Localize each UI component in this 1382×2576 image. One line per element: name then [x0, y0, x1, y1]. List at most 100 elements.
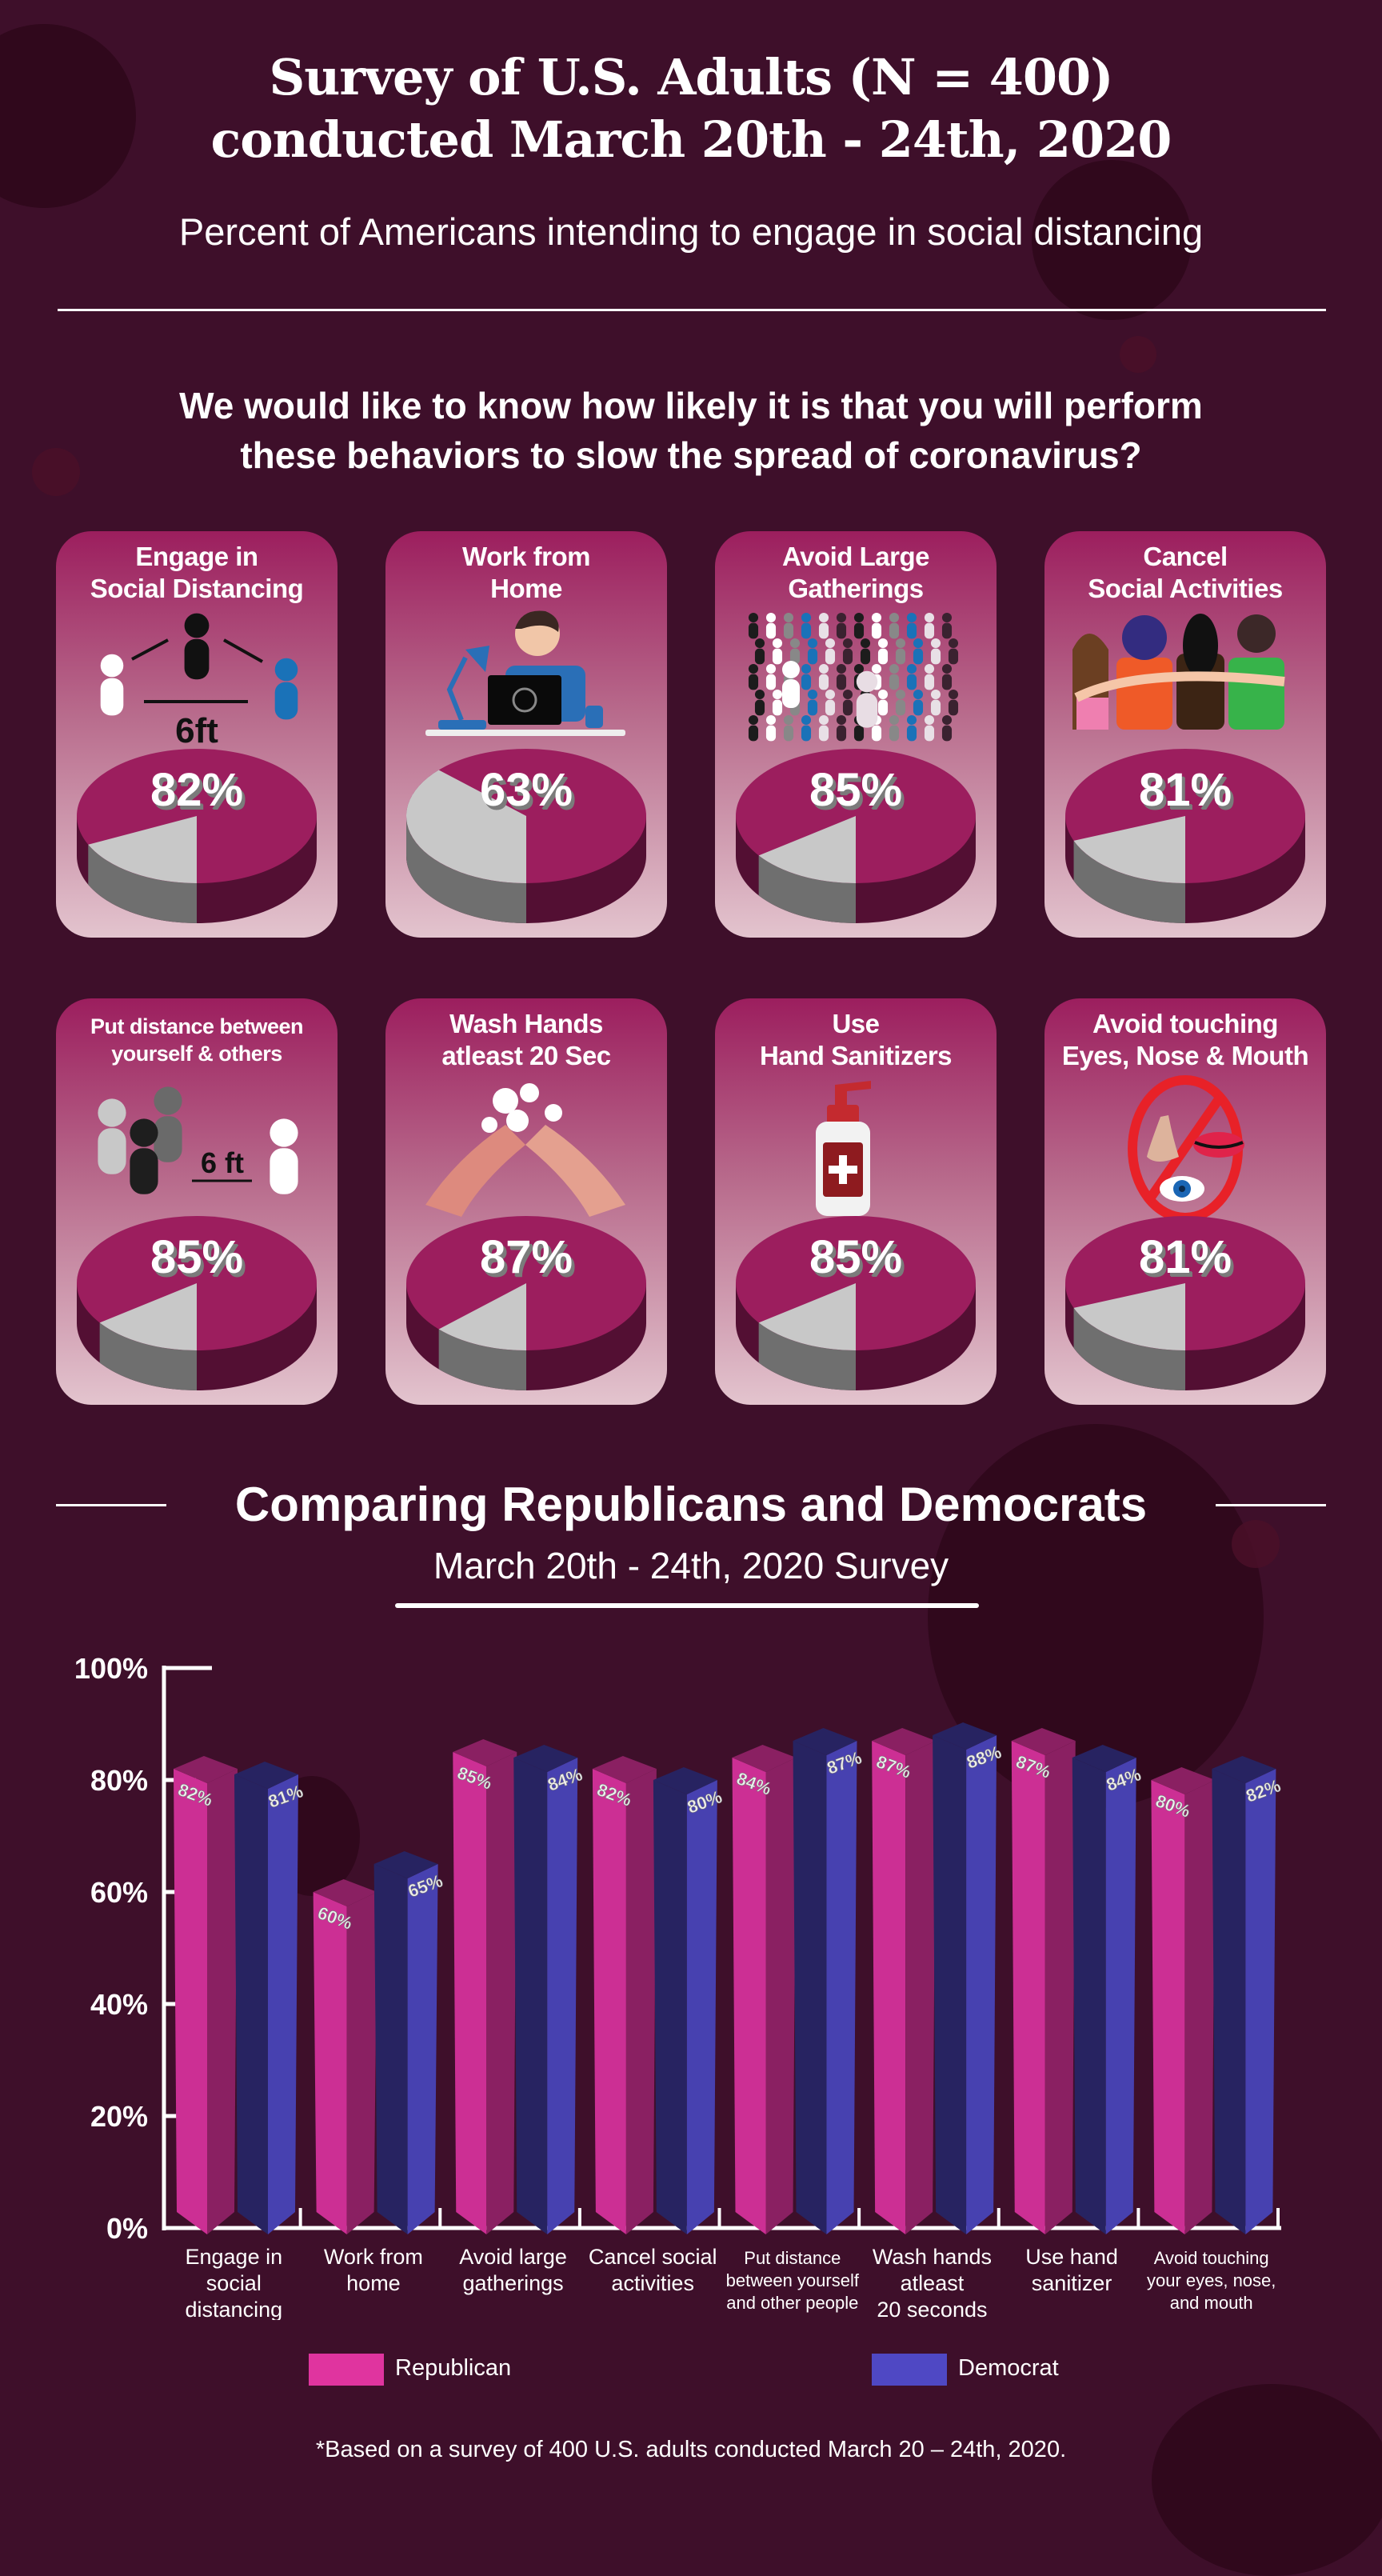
person-figure: [818, 663, 829, 690]
subtitle: Percent of Americans intending to engage…: [178, 210, 1204, 253]
pie-chart: [736, 749, 976, 923]
card-title-line2: yourself & others: [111, 1042, 282, 1066]
bar-democrat-front: [547, 1758, 578, 2234]
bar-republican-front: [872, 1741, 906, 2234]
card-title: Engage in Social Distancing: [56, 541, 338, 605]
pie-slice-remainder: [1073, 816, 1185, 883]
pie-chart: [736, 1216, 976, 1390]
bar-top: [1212, 1756, 1276, 1783]
pie-slice-remainder: [99, 1283, 197, 1350]
bar-top: [313, 1879, 377, 1906]
person-figure: [877, 689, 889, 716]
person-figure: [765, 663, 777, 690]
person-figure: [895, 689, 906, 716]
card-title: Work from Home: [385, 541, 667, 605]
card: Use Hand Sanitizers 85%: [715, 998, 997, 1405]
bar-chart: 0%20%40%60%80%100%82% 81%Engage insociald…: [74, 1652, 1284, 2320]
title-rule-left: [56, 1504, 166, 1506]
bar-democrat-front: [686, 1780, 717, 2234]
bar-republican-front: [732, 1758, 766, 2234]
crowd-icon: [748, 612, 959, 742]
person-figure: [772, 638, 783, 665]
person-figure: [825, 638, 836, 665]
virus-decoration: [1032, 160, 1192, 320]
card: Cancel Social Activities 81%: [1044, 531, 1326, 938]
bar-democrat-front: [268, 1774, 298, 2234]
card-title-line2: Gatherings: [788, 574, 924, 603]
person-figure: [748, 612, 759, 639]
card-title-line2: Eyes, Nose & Mouth: [1061, 1041, 1309, 1070]
person-figure: [100, 654, 124, 716]
person-figure: [941, 714, 953, 742]
person-figure: [913, 638, 924, 665]
hand-sanitizer-icon: [816, 1081, 871, 1216]
friends-group-icon: [1072, 614, 1285, 730]
percent-label: 82%: [150, 764, 244, 816]
person-figure: [889, 714, 900, 742]
bar-democrat-side: [234, 1774, 268, 2234]
person-figure: [783, 714, 794, 742]
bar-democrat-side: [373, 1864, 408, 2234]
person-figure: [130, 1118, 158, 1194]
bar-top: [933, 1722, 997, 1750]
x-category-label: home: [346, 2271, 401, 2295]
card-title-line2: Home: [490, 574, 562, 603]
distance-label: 6 ft: [201, 1146, 244, 1179]
person-figure: [913, 689, 924, 716]
person-figure: [906, 663, 917, 690]
bar-top: [1151, 1767, 1216, 1794]
pie-chart: [1065, 749, 1305, 923]
pie-chart: [77, 749, 317, 923]
pie-slice-remainder: [88, 816, 197, 883]
person-figure: [801, 612, 812, 639]
x-category-label: Use hand: [1025, 2245, 1118, 2269]
person-figure: [154, 1086, 182, 1162]
pie-side-remainder: [406, 816, 526, 923]
person-figure: [783, 612, 794, 639]
card-title-line1: Avoid Large: [782, 542, 929, 571]
person-figure: [842, 689, 853, 716]
x-category-label: atleast: [901, 2271, 965, 2295]
percent-label: 81%: [1138, 1231, 1232, 1283]
bar-democrat-front: [966, 1735, 997, 2234]
x-category-label: 20 seconds: [877, 2298, 987, 2320]
x-category-label: sanitizer: [1032, 2271, 1112, 2295]
bar-top: [653, 1767, 717, 1794]
pie-slice-remainder: [438, 1283, 526, 1350]
bar-democrat-side: [653, 1780, 687, 2234]
x-category-label: and mouth: [1170, 2293, 1253, 2313]
card: Engage in Social Distancing 6ft 82%: [56, 531, 338, 938]
legend-label-democrat: Democrat: [958, 2355, 1059, 2381]
person-figure: [924, 612, 935, 639]
person-figure: [754, 689, 765, 716]
pie-slice-remainder: [1073, 1283, 1185, 1350]
person-figure: [924, 663, 935, 690]
card-title: Cancel Social Activities: [1044, 541, 1326, 605]
x-category-label: Wash hands: [873, 2245, 992, 2269]
bar-top: [1011, 1728, 1076, 1755]
bar-republican-side: [625, 1769, 657, 2234]
x-category-label: Cancel social: [589, 2245, 717, 2269]
person-figure: [906, 612, 917, 639]
percent-label: 85%: [809, 1231, 903, 1283]
person-figure: [818, 612, 829, 639]
card-title: Put distance between yourself & others: [56, 1013, 338, 1067]
bar-democrat-front: [1245, 1769, 1276, 2234]
card-title: Use Hand Sanitizers: [715, 1008, 997, 1072]
person-figure: [871, 612, 882, 639]
card-title-line1: Cancel: [1143, 542, 1228, 571]
bar-top: [453, 1739, 517, 1766]
percent-label: 87%: [479, 1231, 573, 1283]
person-figure: [906, 714, 917, 742]
person-figure: [877, 638, 889, 665]
person-figure: [807, 638, 818, 665]
work-from-home-icon: [425, 610, 625, 736]
pie-side-remainder: [438, 1329, 526, 1390]
person-figure: [836, 714, 847, 742]
person-figure: [801, 663, 812, 690]
subtitle-underline: [395, 1603, 979, 1608]
no-face-touching-icon: [1128, 1075, 1244, 1221]
person-figure: [941, 612, 953, 639]
hand-washing-icon: [425, 1083, 625, 1217]
pie-chart: [406, 749, 646, 923]
